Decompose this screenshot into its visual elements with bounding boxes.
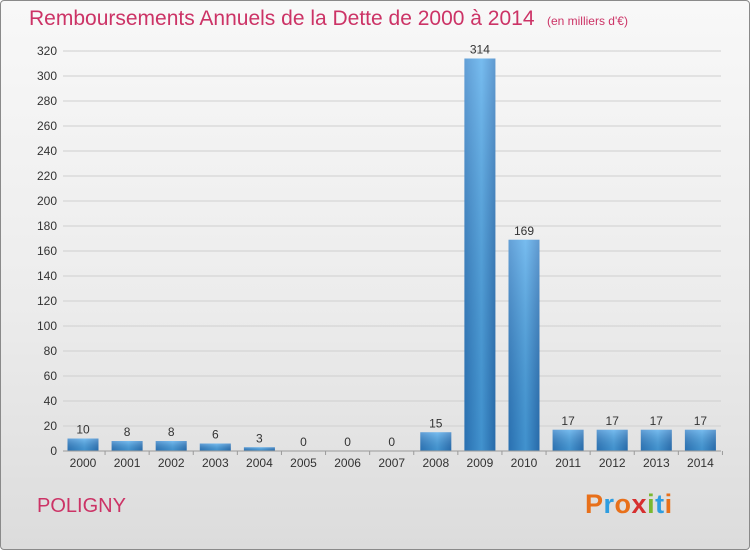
data-label: 314 [470, 43, 490, 57]
bar-shade [243, 447, 275, 451]
bar-shade [67, 438, 99, 451]
x-tick-label: 2002 [158, 456, 185, 470]
data-label: 17 [606, 414, 620, 428]
bar-shade [199, 443, 231, 451]
data-labels: 10 8 8 6 3 0 0 0 15 314 169 17 17 17 17 [76, 43, 707, 450]
x-tick-label: 2005 [290, 456, 317, 470]
y-tick-label: 80 [44, 344, 58, 358]
data-label: 0 [300, 435, 307, 449]
x-tick-label: 2014 [687, 456, 714, 470]
data-label: 17 [694, 414, 708, 428]
y-tick-label: 140 [37, 269, 57, 283]
x-axis-ticks: 2000 2001 2002 2003 2004 2005 2006 2007 2008 2009… [70, 451, 723, 470]
brand-letter: t [655, 489, 665, 519]
place-name: POLIGNY [37, 495, 126, 517]
chart-subtitle: (en milliers d'€) [546, 14, 628, 28]
y-axis-ticks: 0 20 40 60 80 100 120 140 160 180 200 220 240 260 280 3… [37, 44, 57, 458]
data-label: 8 [124, 425, 131, 439]
y-tick-label: 160 [37, 244, 57, 258]
brand-letter: P [585, 489, 604, 519]
bars [67, 58, 716, 451]
bar-shade [464, 58, 496, 451]
brand-letter: x [631, 489, 648, 519]
bar-shade [552, 429, 584, 451]
x-tick-label: 2010 [511, 456, 538, 470]
data-label: 0 [388, 435, 395, 449]
y-tick-label: 320 [37, 44, 57, 58]
x-tick-label: 2000 [70, 456, 97, 470]
brand-letter: i [647, 489, 656, 519]
bar-shade [420, 432, 452, 451]
y-tick-label: 280 [37, 94, 57, 108]
x-tick-label: 2011 [555, 456, 581, 470]
bar-shade [111, 441, 143, 451]
data-label: 10 [76, 423, 90, 437]
bar-shade [684, 429, 716, 451]
data-label: 3 [256, 431, 263, 445]
data-label: 15 [429, 416, 443, 430]
chart-title: Remboursements Annuels de la Dette de 20… [29, 7, 535, 30]
y-tick-label: 100 [37, 319, 57, 333]
x-tick-label: 2009 [467, 456, 494, 470]
x-tick-label: 2012 [599, 456, 626, 470]
x-tick-label: 2004 [246, 456, 273, 470]
x-tick-label: 2007 [378, 456, 405, 470]
y-tick-label: 120 [37, 294, 57, 308]
y-tick-label: 60 [44, 369, 58, 383]
data-label: 6 [212, 428, 219, 442]
x-tick-label: 2008 [422, 456, 449, 470]
bar-shade [640, 429, 672, 451]
bar-shade [155, 441, 187, 451]
y-tick-label: 40 [44, 394, 58, 408]
grid-lines [63, 50, 721, 427]
bar-shade [508, 239, 540, 451]
x-tick-label: 2006 [334, 456, 361, 470]
bar-shade [596, 429, 628, 451]
data-label: 17 [650, 414, 664, 428]
y-tick-label: 300 [37, 69, 57, 83]
x-tick-label: 2013 [643, 456, 670, 470]
x-tick-label: 2001 [114, 456, 141, 470]
data-label: 169 [514, 224, 534, 238]
x-tick-label: 2003 [202, 456, 229, 470]
brand-logo: Proxiti [585, 489, 673, 520]
data-label: 0 [344, 435, 351, 449]
data-label: 17 [561, 414, 575, 428]
y-tick-label: 0 [50, 444, 57, 458]
brand-letter: i [664, 489, 673, 519]
brand-letter: r [603, 489, 615, 519]
data-label: 8 [168, 425, 175, 439]
y-tick-label: 240 [37, 144, 57, 158]
brand-letter: o [614, 489, 632, 519]
y-tick-label: 200 [37, 194, 57, 208]
y-tick-label: 220 [37, 169, 57, 183]
title-row: Remboursements Annuels de la Dette de 20… [29, 7, 628, 31]
y-tick-label: 20 [44, 419, 58, 433]
y-tick-label: 180 [37, 219, 57, 233]
y-tick-label: 260 [37, 119, 57, 133]
